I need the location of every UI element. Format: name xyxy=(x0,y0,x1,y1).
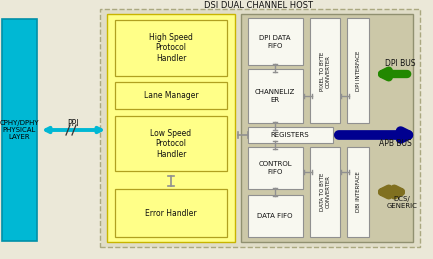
Bar xyxy=(310,147,340,237)
Bar xyxy=(248,195,303,237)
Bar xyxy=(100,9,420,247)
Bar xyxy=(248,69,303,123)
Bar xyxy=(310,18,340,123)
Text: CPHY/DPHY
PHYSICAL
LAYER: CPHY/DPHY PHYSICAL LAYER xyxy=(0,120,39,140)
Bar xyxy=(115,82,227,109)
Text: REGISTERS: REGISTERS xyxy=(271,132,309,138)
Text: Error Handler: Error Handler xyxy=(145,208,197,218)
Text: CHANNELIZ
ER: CHANNELIZ ER xyxy=(255,90,295,103)
Bar xyxy=(248,127,333,143)
Text: APB BUS: APB BUS xyxy=(378,140,411,148)
Text: DPI DATA
FIFO: DPI DATA FIFO xyxy=(259,35,291,48)
Text: PPI: PPI xyxy=(67,119,79,127)
Bar xyxy=(115,189,227,237)
Text: DPI BUS: DPI BUS xyxy=(385,60,415,68)
Text: Low Speed
Protocol
Handler: Low Speed Protocol Handler xyxy=(150,129,191,159)
Bar xyxy=(107,14,235,242)
Bar xyxy=(241,14,413,242)
Bar xyxy=(115,20,227,76)
Text: PIXEL TO BYTE
CONVERTER: PIXEL TO BYTE CONVERTER xyxy=(320,51,330,91)
Bar xyxy=(347,18,369,123)
Text: Lane Manager: Lane Manager xyxy=(144,91,198,100)
Bar xyxy=(2,19,37,241)
Text: DATA FIFO: DATA FIFO xyxy=(257,213,293,219)
Text: High Speed
Protocol
Handler: High Speed Protocol Handler xyxy=(149,33,193,63)
Text: DPI INTERFACE: DPI INTERFACE xyxy=(355,51,361,91)
Bar xyxy=(115,116,227,171)
Text: CONTROL
FIFO: CONTROL FIFO xyxy=(258,162,292,175)
Bar xyxy=(248,18,303,65)
Text: DATA TO BYTE
CONVERTER: DATA TO BYTE CONVERTER xyxy=(320,173,330,211)
Text: DBI INTERFACE: DBI INTERFACE xyxy=(355,172,361,212)
Bar xyxy=(248,147,303,189)
Text: DCS/
GENERIC: DCS/ GENERIC xyxy=(387,197,417,210)
Text: DSI DUAL CHANNEL HOST: DSI DUAL CHANNEL HOST xyxy=(204,1,313,10)
Bar xyxy=(347,147,369,237)
